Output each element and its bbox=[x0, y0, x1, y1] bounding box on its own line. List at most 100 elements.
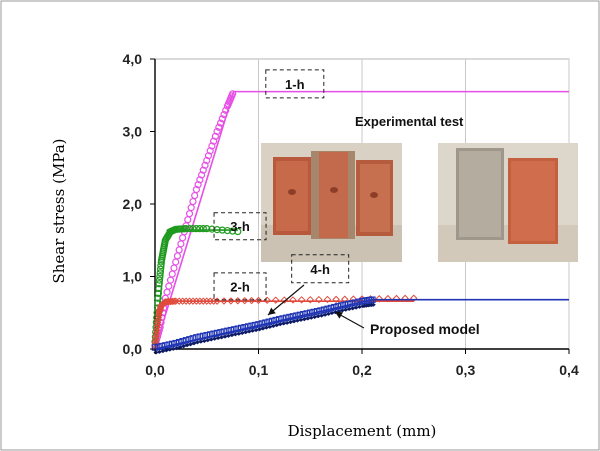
data-point bbox=[300, 310, 307, 318]
data-point bbox=[225, 333, 231, 338]
data-point bbox=[201, 161, 209, 169]
data-point bbox=[236, 331, 242, 336]
data-point bbox=[154, 294, 162, 302]
data-point bbox=[255, 321, 262, 328]
y-tick-label: 4,0 bbox=[123, 51, 143, 67]
data-point bbox=[182, 337, 190, 344]
data-point bbox=[272, 296, 280, 304]
data-point bbox=[217, 329, 224, 336]
data-point bbox=[346, 307, 352, 312]
data-point bbox=[344, 300, 352, 308]
data-point bbox=[166, 297, 175, 306]
data-point bbox=[289, 313, 297, 320]
data-point bbox=[291, 319, 297, 324]
data-point bbox=[410, 294, 418, 302]
data-point bbox=[155, 284, 163, 293]
data-point bbox=[315, 295, 323, 304]
data-point bbox=[182, 225, 190, 233]
data-point bbox=[350, 306, 356, 311]
data-point bbox=[384, 294, 392, 303]
y-tick-label: 1,0 bbox=[123, 269, 143, 285]
data-point bbox=[203, 331, 211, 339]
data-point bbox=[220, 110, 228, 119]
x-tick-label: 0,1 bbox=[249, 362, 269, 378]
data-point bbox=[196, 176, 204, 184]
arrow-proposed-model bbox=[334, 311, 365, 329]
x-tick-label: 0,4 bbox=[559, 362, 579, 378]
data-point bbox=[218, 115, 226, 123]
data-point bbox=[248, 322, 255, 330]
data-point bbox=[341, 301, 348, 309]
experimental-test-label: Experimental test bbox=[355, 114, 464, 129]
data-point bbox=[220, 328, 228, 335]
data-point bbox=[170, 346, 176, 351]
data-point bbox=[215, 123, 223, 131]
data-point bbox=[315, 314, 321, 319]
data-point bbox=[234, 325, 242, 332]
x-axis-label: Displacement (mm) bbox=[288, 422, 437, 440]
annotation-box-4-h: 4-h bbox=[291, 254, 350, 284]
data-point bbox=[219, 335, 225, 340]
data-point bbox=[160, 349, 166, 354]
data-point bbox=[155, 280, 163, 288]
data-point bbox=[323, 295, 332, 304]
data-point bbox=[189, 225, 197, 233]
x-tick-label: 0,3 bbox=[456, 362, 476, 378]
data-point bbox=[284, 320, 290, 325]
data-point bbox=[303, 310, 311, 317]
y-tick-label: 3,0 bbox=[123, 124, 143, 140]
data-point bbox=[238, 324, 245, 332]
data-point bbox=[243, 330, 249, 335]
data-point bbox=[198, 339, 204, 344]
specimen-photos bbox=[261, 143, 578, 262]
data-point bbox=[301, 317, 307, 322]
data-point bbox=[156, 265, 165, 273]
data-point bbox=[194, 340, 200, 345]
data-point bbox=[212, 336, 218, 341]
data-point bbox=[156, 269, 164, 277]
data-point bbox=[172, 339, 179, 347]
data-point bbox=[163, 298, 171, 306]
data-point bbox=[310, 308, 317, 316]
data-point bbox=[203, 225, 211, 233]
data-point bbox=[320, 306, 328, 313]
annotation-box-3-h: 3-h bbox=[213, 212, 267, 241]
annotation-box-2-h: 2-h bbox=[213, 272, 267, 301]
data-point bbox=[306, 295, 314, 304]
data-point bbox=[222, 334, 228, 339]
data-point bbox=[370, 302, 376, 307]
data-point bbox=[234, 227, 242, 236]
data-point bbox=[306, 309, 314, 316]
data-point bbox=[348, 300, 355, 307]
data-point bbox=[297, 296, 306, 304]
data-point bbox=[185, 225, 194, 233]
data-point bbox=[286, 313, 293, 321]
data-point bbox=[227, 326, 235, 334]
data-point bbox=[208, 225, 216, 233]
series-4-h bbox=[151, 296, 569, 355]
data-point bbox=[338, 302, 345, 309]
data-point bbox=[232, 332, 238, 337]
data-point bbox=[357, 304, 363, 309]
dashed-box bbox=[213, 212, 267, 241]
data-point bbox=[279, 315, 286, 322]
data-point bbox=[167, 347, 173, 352]
data-point bbox=[332, 295, 340, 304]
data-point bbox=[263, 296, 271, 305]
data-point bbox=[241, 323, 248, 331]
annotation-label: 1-h bbox=[285, 77, 305, 92]
data-point bbox=[281, 321, 287, 326]
y-axis-label: Shear stress (MPa) bbox=[50, 138, 68, 283]
x-tick-label: 0,0 bbox=[145, 362, 165, 378]
data-point bbox=[296, 311, 304, 319]
data-point bbox=[196, 225, 204, 233]
data-point bbox=[210, 330, 217, 338]
data-point bbox=[229, 227, 237, 235]
data-point bbox=[170, 297, 178, 305]
data-point bbox=[231, 326, 238, 333]
data-point bbox=[155, 343, 162, 351]
data-point bbox=[223, 226, 232, 235]
data-point bbox=[369, 296, 376, 303]
model-line-4-h bbox=[154, 298, 569, 350]
